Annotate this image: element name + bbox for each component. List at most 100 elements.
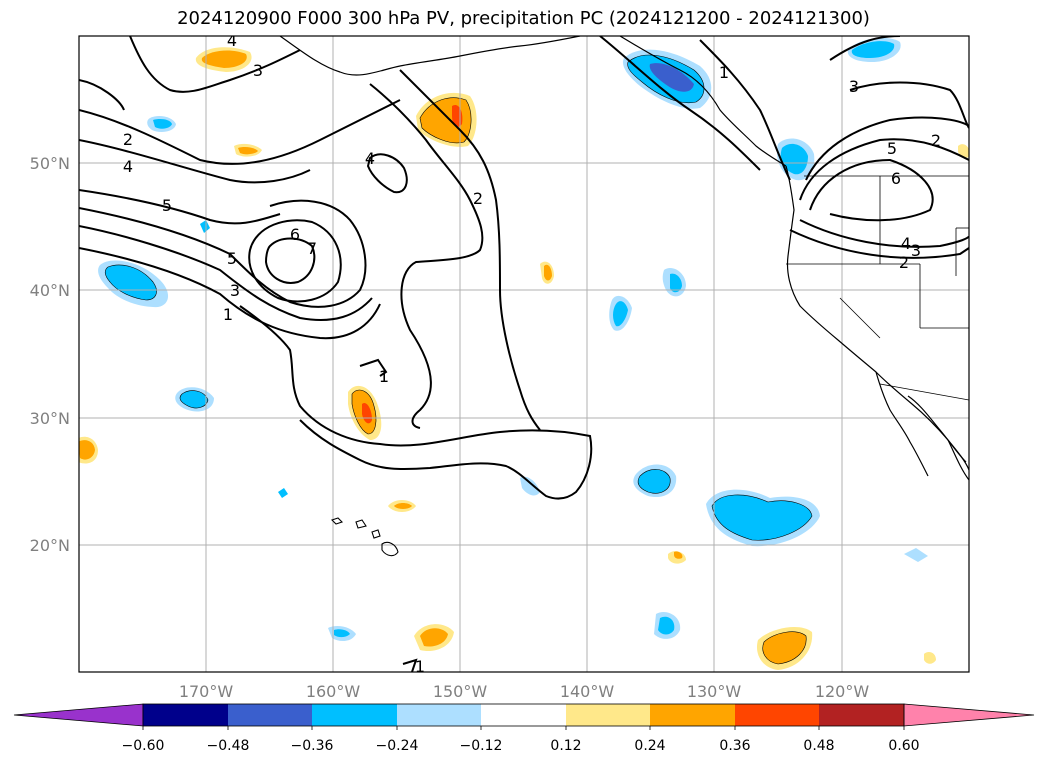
colorbar-segment bbox=[143, 704, 228, 726]
precip-positive-area bbox=[958, 144, 969, 158]
colorbar-tick-labels: −0.60 −0.48 −0.36 −0.24 −0.12 0.12 0.24 … bbox=[122, 738, 920, 754]
contour-label: 1 bbox=[379, 367, 389, 386]
pv-contour bbox=[402, 658, 418, 672]
contour-label: 1 bbox=[415, 657, 425, 676]
precip-outline bbox=[104, 264, 157, 301]
pv-contour bbox=[399, 69, 541, 431]
pv-contour bbox=[79, 139, 311, 184]
hawaii-islands bbox=[330, 517, 399, 557]
pv-contour bbox=[359, 358, 388, 377]
pv-contour bbox=[248, 219, 342, 303]
island bbox=[381, 541, 399, 557]
contour-label: 5 bbox=[227, 249, 237, 268]
precip-outline bbox=[762, 631, 807, 665]
colorbar-tick-label: −0.24 bbox=[376, 738, 419, 754]
pv-contour bbox=[789, 229, 969, 259]
colorbar-segment bbox=[481, 704, 566, 726]
coastline-mexico bbox=[947, 439, 969, 481]
pv-contour bbox=[799, 138, 969, 201]
colorbar-segment bbox=[397, 704, 481, 726]
latitude-label: 40°N bbox=[30, 281, 70, 300]
pv-contour bbox=[599, 36, 761, 171]
pv-contour bbox=[79, 99, 401, 165]
contour-label: 2 bbox=[899, 253, 909, 272]
pv-contour bbox=[809, 158, 934, 222]
latitude-axis: 50°N 40°N 30°N 20°N bbox=[30, 154, 70, 555]
coastline-gulf bbox=[907, 395, 967, 463]
precip-negative-area bbox=[278, 488, 288, 498]
pv-contour bbox=[264, 237, 316, 284]
colorbar-frame bbox=[142, 703, 905, 727]
pv-contour bbox=[805, 116, 969, 181]
longitude-label: 150°W bbox=[433, 682, 488, 701]
pv-contour bbox=[79, 79, 125, 111]
pv-contour bbox=[79, 247, 381, 340]
precip-positive-area bbox=[201, 50, 247, 68]
precip-negative-area bbox=[200, 220, 210, 233]
colorbar-segment bbox=[566, 704, 650, 726]
latitude-label: 20°N bbox=[30, 536, 70, 555]
pv-contour bbox=[366, 153, 408, 194]
precip-outline bbox=[179, 390, 209, 409]
colorbar-extend-min bbox=[13, 703, 144, 727]
contour-label: 4 bbox=[365, 149, 375, 168]
colorbar-tick-label: −0.60 bbox=[122, 738, 165, 754]
precip-outline bbox=[419, 97, 472, 144]
longitude-axis: 170°W 160°W 150°W 140°W 130°W 120°W bbox=[179, 682, 870, 701]
colorbar-tick-label: 0.48 bbox=[803, 738, 834, 754]
precip-outline bbox=[627, 54, 705, 104]
coastline-alaska bbox=[279, 36, 581, 76]
coastlines bbox=[279, 36, 969, 481]
precip-negative-area bbox=[180, 390, 208, 408]
longitude-label: 120°W bbox=[815, 682, 870, 701]
colorbar-extend-max bbox=[903, 703, 1035, 727]
pv-contours bbox=[79, 36, 969, 672]
latitude-label: 50°N bbox=[30, 154, 70, 173]
precip-positive-area bbox=[544, 264, 552, 281]
precip-positive-area bbox=[79, 440, 95, 460]
precip-negative-area bbox=[658, 616, 675, 635]
contour-label: 3 bbox=[849, 77, 859, 96]
contour-label: 6 bbox=[290, 225, 300, 244]
colorbar-segment bbox=[228, 704, 312, 726]
colorbar-ticks bbox=[142, 726, 905, 730]
contour-label: 5 bbox=[887, 139, 897, 158]
precip-positive-area bbox=[420, 628, 448, 647]
precip-outline bbox=[637, 469, 671, 494]
colorbar-segment bbox=[819, 704, 904, 726]
border-state bbox=[839, 297, 881, 339]
colorbar-tick-label: 0.60 bbox=[888, 738, 919, 754]
precip-positive-area bbox=[924, 652, 936, 664]
map-title: 2024120900 F000 300 hPa PV, precipitatio… bbox=[177, 8, 870, 29]
contour-label: 7 bbox=[307, 239, 317, 258]
contour-label: 4 bbox=[227, 31, 237, 50]
precip-negative-area bbox=[613, 301, 628, 327]
contour-label: 1 bbox=[719, 63, 729, 82]
colorbar-tick-label: −0.36 bbox=[291, 738, 334, 754]
coastline-baja bbox=[875, 371, 929, 477]
island bbox=[355, 519, 367, 529]
colorbar-segment bbox=[735, 704, 819, 726]
contour-label: 4 bbox=[901, 234, 911, 253]
pv-contour bbox=[239, 305, 593, 500]
precip-negative-area bbox=[712, 494, 812, 541]
colorbar-segment bbox=[650, 704, 735, 726]
precip-negative-area bbox=[649, 63, 694, 92]
precipitation-shading bbox=[79, 37, 969, 670]
longitude-label: 160°W bbox=[306, 682, 361, 701]
colorbar-tick-label: 0.24 bbox=[634, 738, 665, 754]
precip-outline bbox=[711, 494, 813, 541]
contour-label: 4 bbox=[123, 157, 133, 176]
precip-positive-area bbox=[238, 147, 258, 155]
precip-negative-area bbox=[851, 41, 895, 58]
contour-label: 5 bbox=[162, 196, 172, 215]
contour-label: 3 bbox=[911, 241, 921, 260]
colorbar-tick-label: −0.48 bbox=[207, 738, 250, 754]
longitude-label: 140°W bbox=[560, 682, 615, 701]
precip-negative-area bbox=[105, 264, 157, 300]
colorbar-tick-label: −0.12 bbox=[460, 738, 503, 754]
border-us-mexico bbox=[879, 383, 969, 401]
contour-label: 2 bbox=[931, 131, 941, 150]
precip-negative-area bbox=[520, 476, 540, 496]
